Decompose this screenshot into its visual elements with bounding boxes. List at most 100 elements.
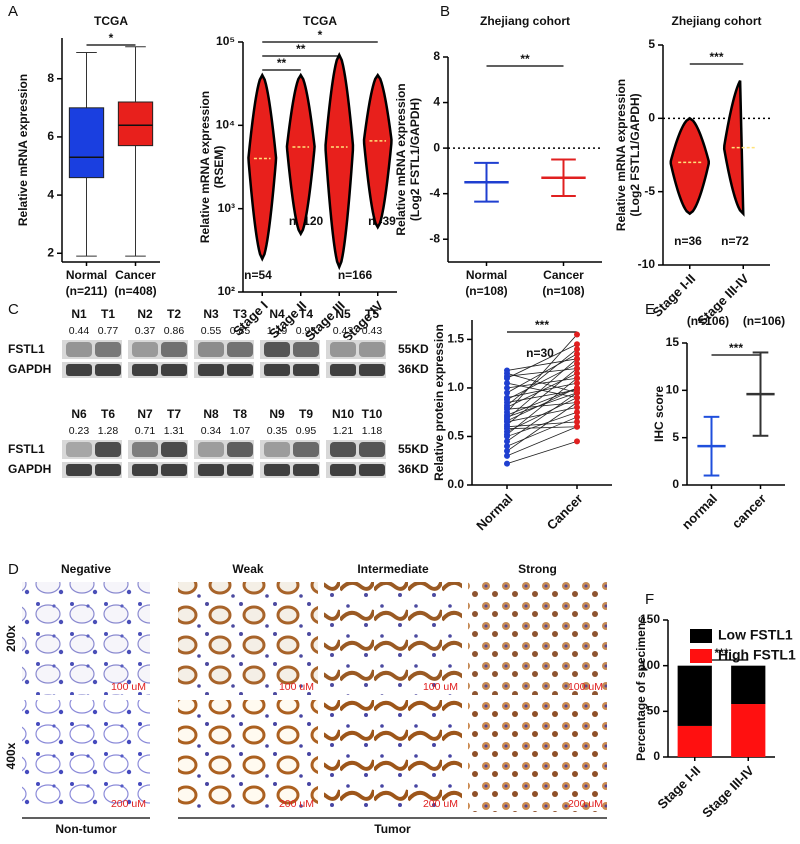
y-axis-label: Relative protein expression <box>432 324 446 481</box>
gapdh-band <box>95 464 121 476</box>
gapdh-band <box>198 464 224 476</box>
blot-strip <box>326 340 386 359</box>
pair-line <box>506 392 578 418</box>
panel-label: C <box>8 301 19 318</box>
fstl1-band <box>359 442 385 457</box>
lane-label: N8 <box>203 407 219 421</box>
legend-swatch <box>690 649 712 663</box>
fstl1-band <box>293 342 319 357</box>
scale-bar-label: 200 uM <box>111 798 146 810</box>
ihc-image <box>324 582 462 695</box>
fstl1-band <box>264 442 290 457</box>
point <box>504 438 510 445</box>
point <box>574 394 580 401</box>
pair-line <box>506 382 578 399</box>
gapdh-band <box>330 364 356 376</box>
blot-strip <box>62 340 122 359</box>
group-label: Non-tumor <box>55 822 117 836</box>
y-axis-label: (RSEM) <box>212 146 226 189</box>
lane-label: T3 <box>233 307 247 321</box>
point <box>504 452 510 459</box>
y-tick-label: 2 <box>47 245 54 259</box>
ihc-image <box>468 582 607 695</box>
point <box>504 394 510 401</box>
fstl1-band <box>359 342 385 357</box>
pair-line <box>506 387 578 422</box>
ihc-image <box>468 700 607 812</box>
pair-line <box>506 406 578 423</box>
ratio-label: 0.43 <box>333 325 354 337</box>
n-label: n=72 <box>721 234 749 248</box>
y-tick-label: 6 <box>47 129 54 143</box>
ratio-label: 0.86 <box>164 325 185 337</box>
scale-bar-label: 200 uM <box>568 798 603 810</box>
pair-line <box>506 402 578 452</box>
column-label: Negative <box>61 562 111 576</box>
point <box>574 438 580 445</box>
lane-label: T7 <box>167 407 181 421</box>
bar-segment <box>677 725 712 757</box>
category-count: (n=211) <box>66 284 108 298</box>
lane-label: N6 <box>71 407 87 421</box>
ratio-label: 0.71 <box>135 425 156 437</box>
pair-line <box>506 421 578 428</box>
size-label: 55KD <box>398 342 429 356</box>
lane-label: T5 <box>365 307 379 321</box>
y-tick-label: 0 <box>433 140 440 154</box>
scale-bar-label: 100 uM <box>279 681 314 693</box>
lane-label: T9 <box>299 407 313 421</box>
pair-line <box>506 402 578 410</box>
point <box>504 448 510 455</box>
ihc-image <box>22 700 150 812</box>
gapdh-band <box>264 364 290 376</box>
violin <box>285 72 316 237</box>
ihc-image <box>324 700 462 812</box>
point <box>574 365 580 372</box>
gapdh-band <box>359 364 385 376</box>
gapdh-band <box>264 464 290 476</box>
y-tick-label: 8 <box>47 71 54 85</box>
lane-label: N7 <box>137 407 153 421</box>
point <box>574 389 580 396</box>
lane-label: T10 <box>362 407 383 421</box>
x-tick-label: Cancer <box>115 268 156 282</box>
scale-bar-label: 100 uM <box>423 681 458 693</box>
lane-label: N9 <box>269 407 285 421</box>
y-tick-label: 0 <box>648 111 655 125</box>
point <box>574 346 580 353</box>
pair-line <box>506 426 578 457</box>
significance-label: *** <box>729 341 743 355</box>
n-label: (n=106) <box>743 314 785 328</box>
x-tick-label: normal <box>679 491 720 532</box>
gapdh-band <box>161 364 187 376</box>
lane-label: N10 <box>332 407 354 421</box>
lane-label: T8 <box>233 407 247 421</box>
x-tick-label: Normal <box>466 268 507 282</box>
gapdh-band <box>293 364 319 376</box>
pair-line <box>506 392 578 442</box>
y-tick-label: 0 <box>672 477 679 491</box>
y-axis-label: Relative mRNA expression <box>614 79 628 231</box>
y-tick-label: 0.0 <box>447 477 464 491</box>
y-tick-label: -10 <box>638 257 656 271</box>
point <box>574 423 580 430</box>
protein-label: GAPDH <box>8 462 51 476</box>
point <box>574 380 580 387</box>
gapdh-band <box>227 364 253 376</box>
y-tick-label: 1.0 <box>447 380 464 394</box>
fstl1-band <box>330 342 356 357</box>
x-tick-label: Normal <box>66 268 107 282</box>
ihc-image <box>22 582 150 695</box>
y-tick-label: 10 <box>666 383 680 397</box>
row-label: 400x <box>4 742 18 769</box>
y-axis-label: Relative mRNA expression <box>16 74 30 226</box>
y-tick-label: 10⁵ <box>216 34 235 48</box>
gapdh-band <box>198 364 224 376</box>
lane-label: T4 <box>299 307 313 321</box>
y-tick-label: 4 <box>47 187 54 201</box>
panel-label: A <box>8 3 18 20</box>
category-count: (n=108) <box>542 284 584 298</box>
group-label: Tumor <box>374 822 411 836</box>
point <box>504 380 510 387</box>
pair-line <box>506 343 578 379</box>
